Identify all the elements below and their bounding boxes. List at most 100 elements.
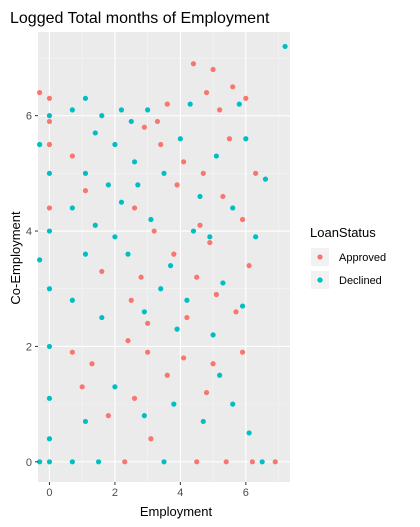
x-tick-label: 0 [46,487,52,499]
point-approved [210,361,216,367]
point-approved [223,459,229,465]
point-approved [253,170,259,176]
point-approved [122,459,128,465]
plot-panel [38,32,290,482]
point-declined [243,136,249,142]
point-declined [131,159,138,165]
point-declined [37,141,43,148]
legend-dot-approved [317,254,323,260]
point-declined [174,326,180,332]
point-declined [230,205,236,211]
point-declined [200,418,206,425]
point-approved [164,372,170,378]
point-approved [82,188,89,194]
point-approved [194,274,200,280]
y-axis-title: Co-Employment [8,211,23,305]
point-declined [253,234,259,240]
point-approved [69,153,75,159]
point-declined [46,343,53,350]
point-approved [125,338,131,344]
legend: LoanStatus Approved Declined [310,225,386,289]
point-approved [210,66,216,73]
point-approved [69,349,75,355]
chart-title: Logged Total months of Employment [10,10,270,27]
point-declined [37,257,43,263]
point-declined [171,401,177,407]
point-declined [262,176,269,182]
point-declined [259,459,265,465]
point-declined [145,107,151,113]
point-approved [105,413,111,419]
point-approved [226,136,233,142]
x-tick-label: 2 [112,487,118,499]
point-approved [99,268,105,275]
point-approved [181,355,187,361]
point-approved [46,118,53,125]
point-approved [46,205,53,211]
point-declined [197,193,203,200]
point-approved [158,141,164,148]
x-tick-label: 6 [243,487,249,499]
point-declined [46,113,53,119]
point-approved [249,459,255,465]
point-approved [239,216,246,223]
point-approved [164,101,170,107]
legend-dot-declined [317,277,323,283]
point-declined [220,280,226,286]
point-declined [112,384,118,390]
point-approved [131,395,138,401]
point-approved [151,228,157,234]
point-declined [177,136,183,142]
point-approved [141,124,147,130]
point-declined [69,459,75,465]
point-declined [112,141,118,148]
point-declined [213,153,219,159]
point-declined [82,170,89,176]
point-declined [82,418,89,425]
legend-label-approved: Approved [339,252,386,264]
point-declined [46,170,53,176]
point-declined [148,216,154,223]
point-approved [145,349,151,355]
point-declined [246,430,252,436]
point-declined [141,309,147,315]
y-tick-label: 6 [26,111,32,123]
point-declined [187,101,193,107]
point-approved [181,159,187,165]
point-declined [92,130,98,136]
point-declined [46,459,53,465]
point-declined [95,459,102,465]
point-declined [184,297,190,303]
point-declined [118,107,125,113]
point-approved [79,384,85,390]
y-tick-label: 0 [26,457,32,469]
point-declined [210,332,216,338]
point-approved [190,61,197,67]
point-approved [194,459,200,465]
point-declined [190,228,197,234]
point-approved [174,182,180,188]
point-approved [131,205,138,211]
y-tick-labels: 0 2 4 6 [26,111,32,469]
point-declined [135,182,141,188]
point-declined [99,314,105,321]
legend-label-declined: Declined [339,275,382,287]
legend-entry-approved: Approved [311,248,386,266]
point-approved [197,222,203,228]
point-approved [128,297,134,303]
point-approved [154,118,161,125]
x-axis-title: Employment [140,504,213,519]
point-declined [105,182,111,188]
point-declined [167,263,174,269]
point-declined [239,303,246,309]
x-tick-labels: 0 2 4 6 [46,487,248,499]
point-declined [82,251,89,257]
legend-title: LoanStatus [310,225,376,240]
scatter-points [37,43,288,465]
point-approved [246,263,252,269]
point-declined [99,113,105,119]
point-approved [46,95,53,101]
axis-ticks [35,115,247,485]
point-declined [92,222,98,228]
point-declined [82,95,89,101]
